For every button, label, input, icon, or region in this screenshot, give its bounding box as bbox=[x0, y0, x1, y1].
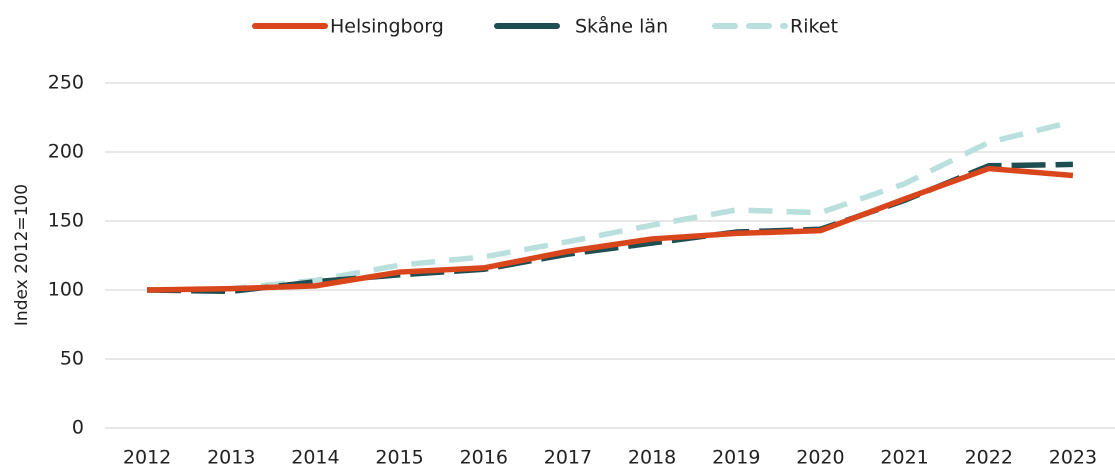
y-tick-label: 100 bbox=[48, 279, 84, 301]
x-tick-label: 2017 bbox=[544, 447, 592, 468]
x-tick-label: 2014 bbox=[291, 447, 339, 468]
y-tick-label: 250 bbox=[48, 72, 84, 94]
x-tick-label: 2018 bbox=[628, 447, 676, 468]
x-tick-label: 2022 bbox=[965, 447, 1013, 468]
y-tick-label: 150 bbox=[48, 210, 84, 232]
x-tick-label: 2015 bbox=[375, 447, 423, 468]
legend-label: Skåne län bbox=[575, 15, 668, 38]
x-tick-label: 2023 bbox=[1049, 447, 1097, 468]
y-axis-label: Index 2012=100 bbox=[12, 184, 32, 326]
x-tick-label: 2019 bbox=[712, 447, 760, 468]
x-tick-label: 2013 bbox=[207, 447, 255, 468]
line-series bbox=[147, 165, 1074, 293]
y-tick-label: 50 bbox=[60, 348, 84, 370]
x-tick-label: 2012 bbox=[123, 447, 171, 468]
y-tick-label: 0 bbox=[72, 417, 84, 439]
legend-label: Helsingborg bbox=[330, 16, 444, 38]
legend-label: Riket bbox=[790, 16, 838, 38]
x-tick-label: 2021 bbox=[880, 447, 928, 468]
line-series bbox=[147, 161, 1073, 295]
line-series bbox=[147, 118, 1074, 293]
y-tick-label: 200 bbox=[48, 141, 84, 163]
x-tick-label: 2020 bbox=[796, 447, 844, 468]
x-tick-label: 2016 bbox=[460, 447, 508, 468]
